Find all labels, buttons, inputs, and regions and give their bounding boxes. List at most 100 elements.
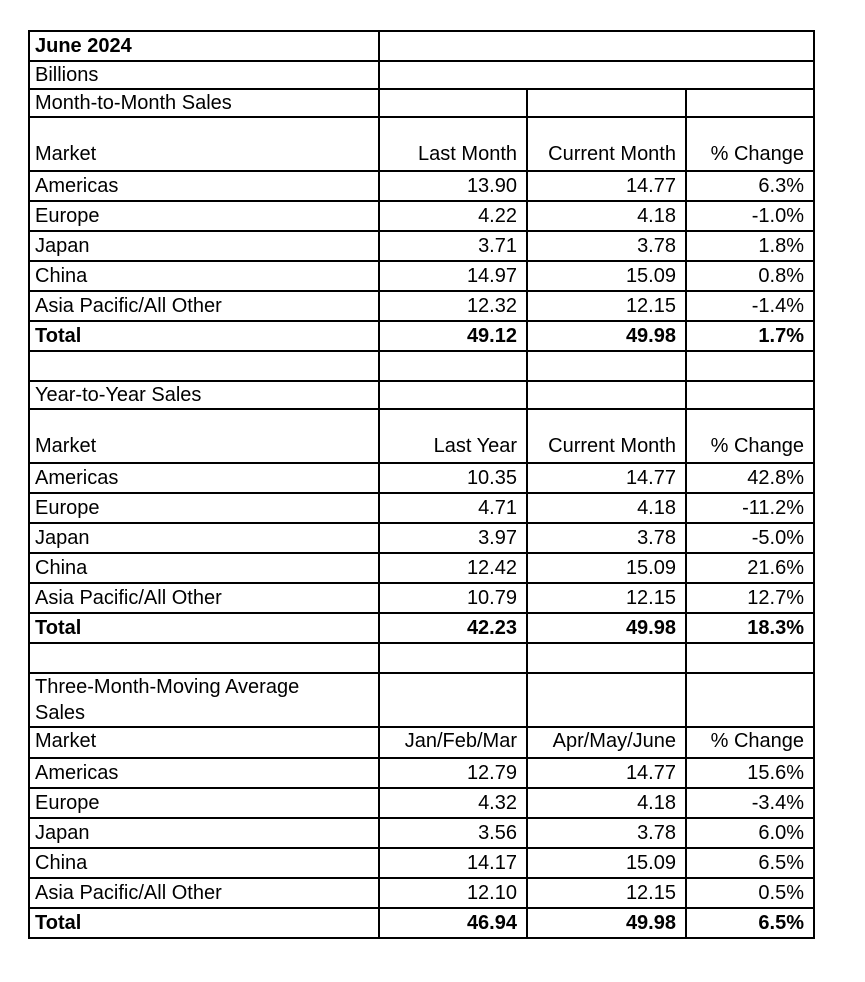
market-cell: Americas [28, 757, 380, 789]
empty-cell [378, 350, 528, 382]
table-row: Europe 4.71 4.18 -11.2% [28, 492, 816, 524]
baseline-cell: 3.97 [378, 522, 528, 554]
total-change: 18.3% [684, 612, 816, 644]
current-cell: 14.77 [526, 757, 687, 789]
report-title-row: June 2024 [28, 30, 816, 62]
change-cell: 42.8% [684, 462, 816, 494]
spacer-row [28, 642, 816, 674]
empty-cell [378, 380, 528, 410]
change-cell: 21.6% [684, 552, 816, 584]
market-cell: Americas [28, 462, 380, 494]
current-cell: 14.77 [526, 462, 687, 494]
sales-report-table: June 2024 Billions Month-to-Month Sales … [28, 30, 816, 939]
spacer-row [28, 350, 816, 382]
market-header: Market [28, 726, 380, 759]
baseline-cell: 4.71 [378, 492, 528, 524]
baseline-header: Last Year [378, 408, 528, 464]
change-cell: -5.0% [684, 522, 816, 554]
current-header: Current Month [526, 116, 687, 172]
total-label: Total [28, 907, 380, 939]
empty-cell [377, 60, 816, 90]
change-cell: -1.0% [684, 200, 816, 232]
change-cell: 6.3% [684, 170, 816, 202]
table-row: China 12.42 15.09 21.6% [28, 552, 816, 584]
empty-cell [526, 642, 687, 674]
market-cell: Americas [28, 170, 380, 202]
current-cell: 3.78 [526, 522, 687, 554]
total-baseline: 42.23 [378, 612, 528, 644]
section-title-row: Year-to-Year Sales [28, 380, 816, 410]
market-cell: Japan [28, 522, 380, 554]
baseline-cell: 10.79 [378, 582, 528, 614]
report-units-row: Billions [28, 60, 816, 90]
section-title-row: Three-Month-Moving Average Sales [28, 672, 816, 728]
empty-cell [684, 88, 816, 118]
change-cell: 12.7% [684, 582, 816, 614]
empty-cell [378, 642, 528, 674]
current-cell: 4.18 [526, 787, 687, 819]
table-row: Americas 13.90 14.77 6.3% [28, 170, 816, 202]
table-row: Americas 12.79 14.77 15.6% [28, 757, 816, 789]
current-header: Apr/May/June [526, 726, 687, 759]
total-label: Total [28, 320, 380, 352]
current-cell: 3.78 [526, 230, 687, 262]
baseline-cell: 13.90 [378, 170, 528, 202]
change-cell: 6.5% [684, 847, 816, 879]
current-cell: 12.15 [526, 290, 687, 322]
table-row: Europe 4.32 4.18 -3.4% [28, 787, 816, 819]
baseline-header: Jan/Feb/Mar [378, 726, 528, 759]
section-title-row: Month-to-Month Sales [28, 88, 816, 118]
table-row: Japan 3.71 3.78 1.8% [28, 230, 816, 262]
market-cell: Japan [28, 817, 380, 849]
table-row: Europe 4.22 4.18 -1.0% [28, 200, 816, 232]
report-title: June 2024 [28, 30, 380, 62]
market-cell: Japan [28, 230, 380, 262]
baseline-cell: 12.42 [378, 552, 528, 584]
empty-cell [28, 642, 380, 674]
empty-cell [684, 642, 816, 674]
table-row: Asia Pacific/All Other 12.32 12.15 -1.4% [28, 290, 816, 322]
market-cell: China [28, 847, 380, 879]
current-cell: 15.09 [526, 847, 687, 879]
market-cell: Europe [28, 200, 380, 232]
change-cell: 6.0% [684, 817, 816, 849]
empty-cell [526, 88, 687, 118]
units-label: Billions [28, 60, 380, 90]
header-row: Market Last Year Current Month % Change [28, 408, 816, 464]
empty-cell [526, 380, 687, 410]
baseline-cell: 3.71 [378, 230, 528, 262]
header-row: Market Jan/Feb/Mar Apr/May/June % Change [28, 726, 816, 759]
empty-cell [684, 350, 816, 382]
total-current: 49.98 [526, 907, 687, 939]
market-cell: China [28, 552, 380, 584]
total-baseline: 46.94 [378, 907, 528, 939]
table-row: China 14.97 15.09 0.8% [28, 260, 816, 292]
change-cell: 15.6% [684, 757, 816, 789]
table-row: China 14.17 15.09 6.5% [28, 847, 816, 879]
total-row: Total 49.12 49.98 1.7% [28, 320, 816, 352]
baseline-cell: 14.17 [378, 847, 528, 879]
table-row: Asia Pacific/All Other 10.79 12.15 12.7% [28, 582, 816, 614]
market-cell: Europe [28, 492, 380, 524]
table-row: Japan 3.56 3.78 6.0% [28, 817, 816, 849]
market-cell: Europe [28, 787, 380, 819]
market-cell: China [28, 260, 380, 292]
empty-cell [378, 672, 528, 728]
section-title: Three-Month-Moving Average Sales [28, 672, 380, 728]
current-cell: 3.78 [526, 817, 687, 849]
baseline-cell: 12.32 [378, 290, 528, 322]
change-header: % Change [684, 726, 816, 759]
current-cell: 15.09 [526, 260, 687, 292]
total-row: Total 42.23 49.98 18.3% [28, 612, 816, 644]
change-cell: -11.2% [684, 492, 816, 524]
baseline-cell: 4.32 [378, 787, 528, 819]
current-cell: 4.18 [526, 492, 687, 524]
empty-cell [526, 350, 687, 382]
baseline-cell: 3.56 [378, 817, 528, 849]
change-cell: -1.4% [684, 290, 816, 322]
header-row: Market Last Month Current Month % Change [28, 116, 816, 172]
change-cell: 0.5% [684, 877, 816, 909]
table-row: Asia Pacific/All Other 12.10 12.15 0.5% [28, 877, 816, 909]
change-header: % Change [684, 408, 816, 464]
current-cell: 4.18 [526, 200, 687, 232]
